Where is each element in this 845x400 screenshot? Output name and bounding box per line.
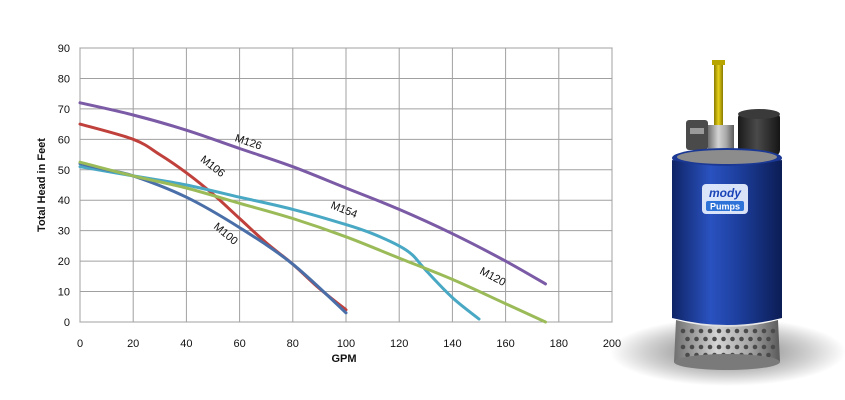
strainer-hole — [766, 336, 771, 342]
strainer-hole — [712, 336, 717, 342]
strainer-hole — [716, 328, 722, 334]
strainer-hole — [716, 344, 722, 350]
strainer-hole — [739, 336, 744, 342]
strainer-hole — [757, 336, 762, 342]
strainer-hole — [748, 336, 753, 342]
strainer-hole — [730, 336, 735, 342]
y-tick-label: 40 — [58, 195, 70, 207]
x-tick-label: 60 — [233, 338, 245, 350]
y-tick-label: 0 — [64, 317, 70, 329]
grid-lines — [79, 47, 613, 323]
strainer-hole — [734, 344, 740, 350]
y-tick-label: 70 — [58, 104, 70, 116]
strainer-hole — [680, 328, 686, 334]
strainer-hole — [685, 336, 690, 342]
strainer-hole — [707, 344, 713, 350]
series-line-m154 — [78, 165, 481, 321]
strainer-hole — [752, 344, 758, 350]
strainer-hole — [685, 352, 690, 358]
motor-housing — [738, 112, 780, 156]
series-line-m126 — [78, 101, 547, 286]
strainer-hole — [689, 344, 695, 350]
pump-logo-subtitle: Pumps — [710, 202, 740, 212]
strainer-hole — [698, 344, 704, 350]
strainer-hole — [766, 352, 771, 358]
strainer-hole — [761, 344, 767, 350]
x-tick-label: 160 — [496, 338, 514, 350]
x-tick-label: 100 — [337, 338, 355, 350]
y-tick-label: 20 — [58, 256, 70, 268]
strainer-hole — [680, 344, 686, 350]
y-tick-label: 10 — [58, 287, 70, 299]
strainer-hole — [707, 328, 713, 334]
y-axis-title: Total Head in Feet — [36, 138, 48, 232]
strainer-hole — [689, 328, 695, 334]
pump-body — [672, 160, 782, 325]
strainer-hole — [694, 336, 699, 342]
strainer-hole — [698, 328, 704, 334]
pump-illustration: mody Pumps — [610, 60, 845, 386]
series-line-m120 — [78, 160, 547, 324]
strainer-hole — [725, 328, 731, 334]
strainer-hole — [721, 336, 726, 342]
y-tick-labels: 0 10 20 30 40 50 60 70 80 90 — [58, 43, 70, 329]
x-tick-label: 20 — [127, 338, 139, 350]
series-layer — [78, 101, 547, 324]
strainer-hole — [752, 328, 758, 334]
y-tick-label: 50 — [58, 165, 70, 177]
side-fitting — [686, 120, 708, 150]
y-tick-label: 90 — [58, 43, 70, 55]
x-tick-labels: 0 20 40 60 80 100 120 140 160 180 200 — [77, 338, 621, 350]
y-tick-label: 30 — [58, 226, 70, 238]
x-tick-label: 80 — [287, 338, 299, 350]
pump-logo-brand: mody — [709, 186, 742, 200]
strainer-hole — [703, 336, 708, 342]
strainer-hole — [743, 328, 749, 334]
x-tick-label: 0 — [77, 338, 83, 350]
x-tick-label: 120 — [390, 338, 408, 350]
strainer-hole — [743, 344, 749, 350]
x-tick-label: 40 — [180, 338, 192, 350]
discharge-hose — [714, 60, 723, 130]
strainer-hole — [761, 328, 767, 334]
y-tick-label: 60 — [58, 134, 70, 146]
y-tick-label: 80 — [58, 73, 70, 85]
strainer-hole — [770, 344, 776, 350]
x-axis-title: GPM — [331, 353, 356, 365]
x-tick-label: 140 — [443, 338, 461, 350]
strainer-hole — [734, 328, 740, 334]
x-tick-label: 180 — [550, 338, 568, 350]
strainer-hole — [725, 344, 731, 350]
strainer-hole — [770, 328, 776, 334]
